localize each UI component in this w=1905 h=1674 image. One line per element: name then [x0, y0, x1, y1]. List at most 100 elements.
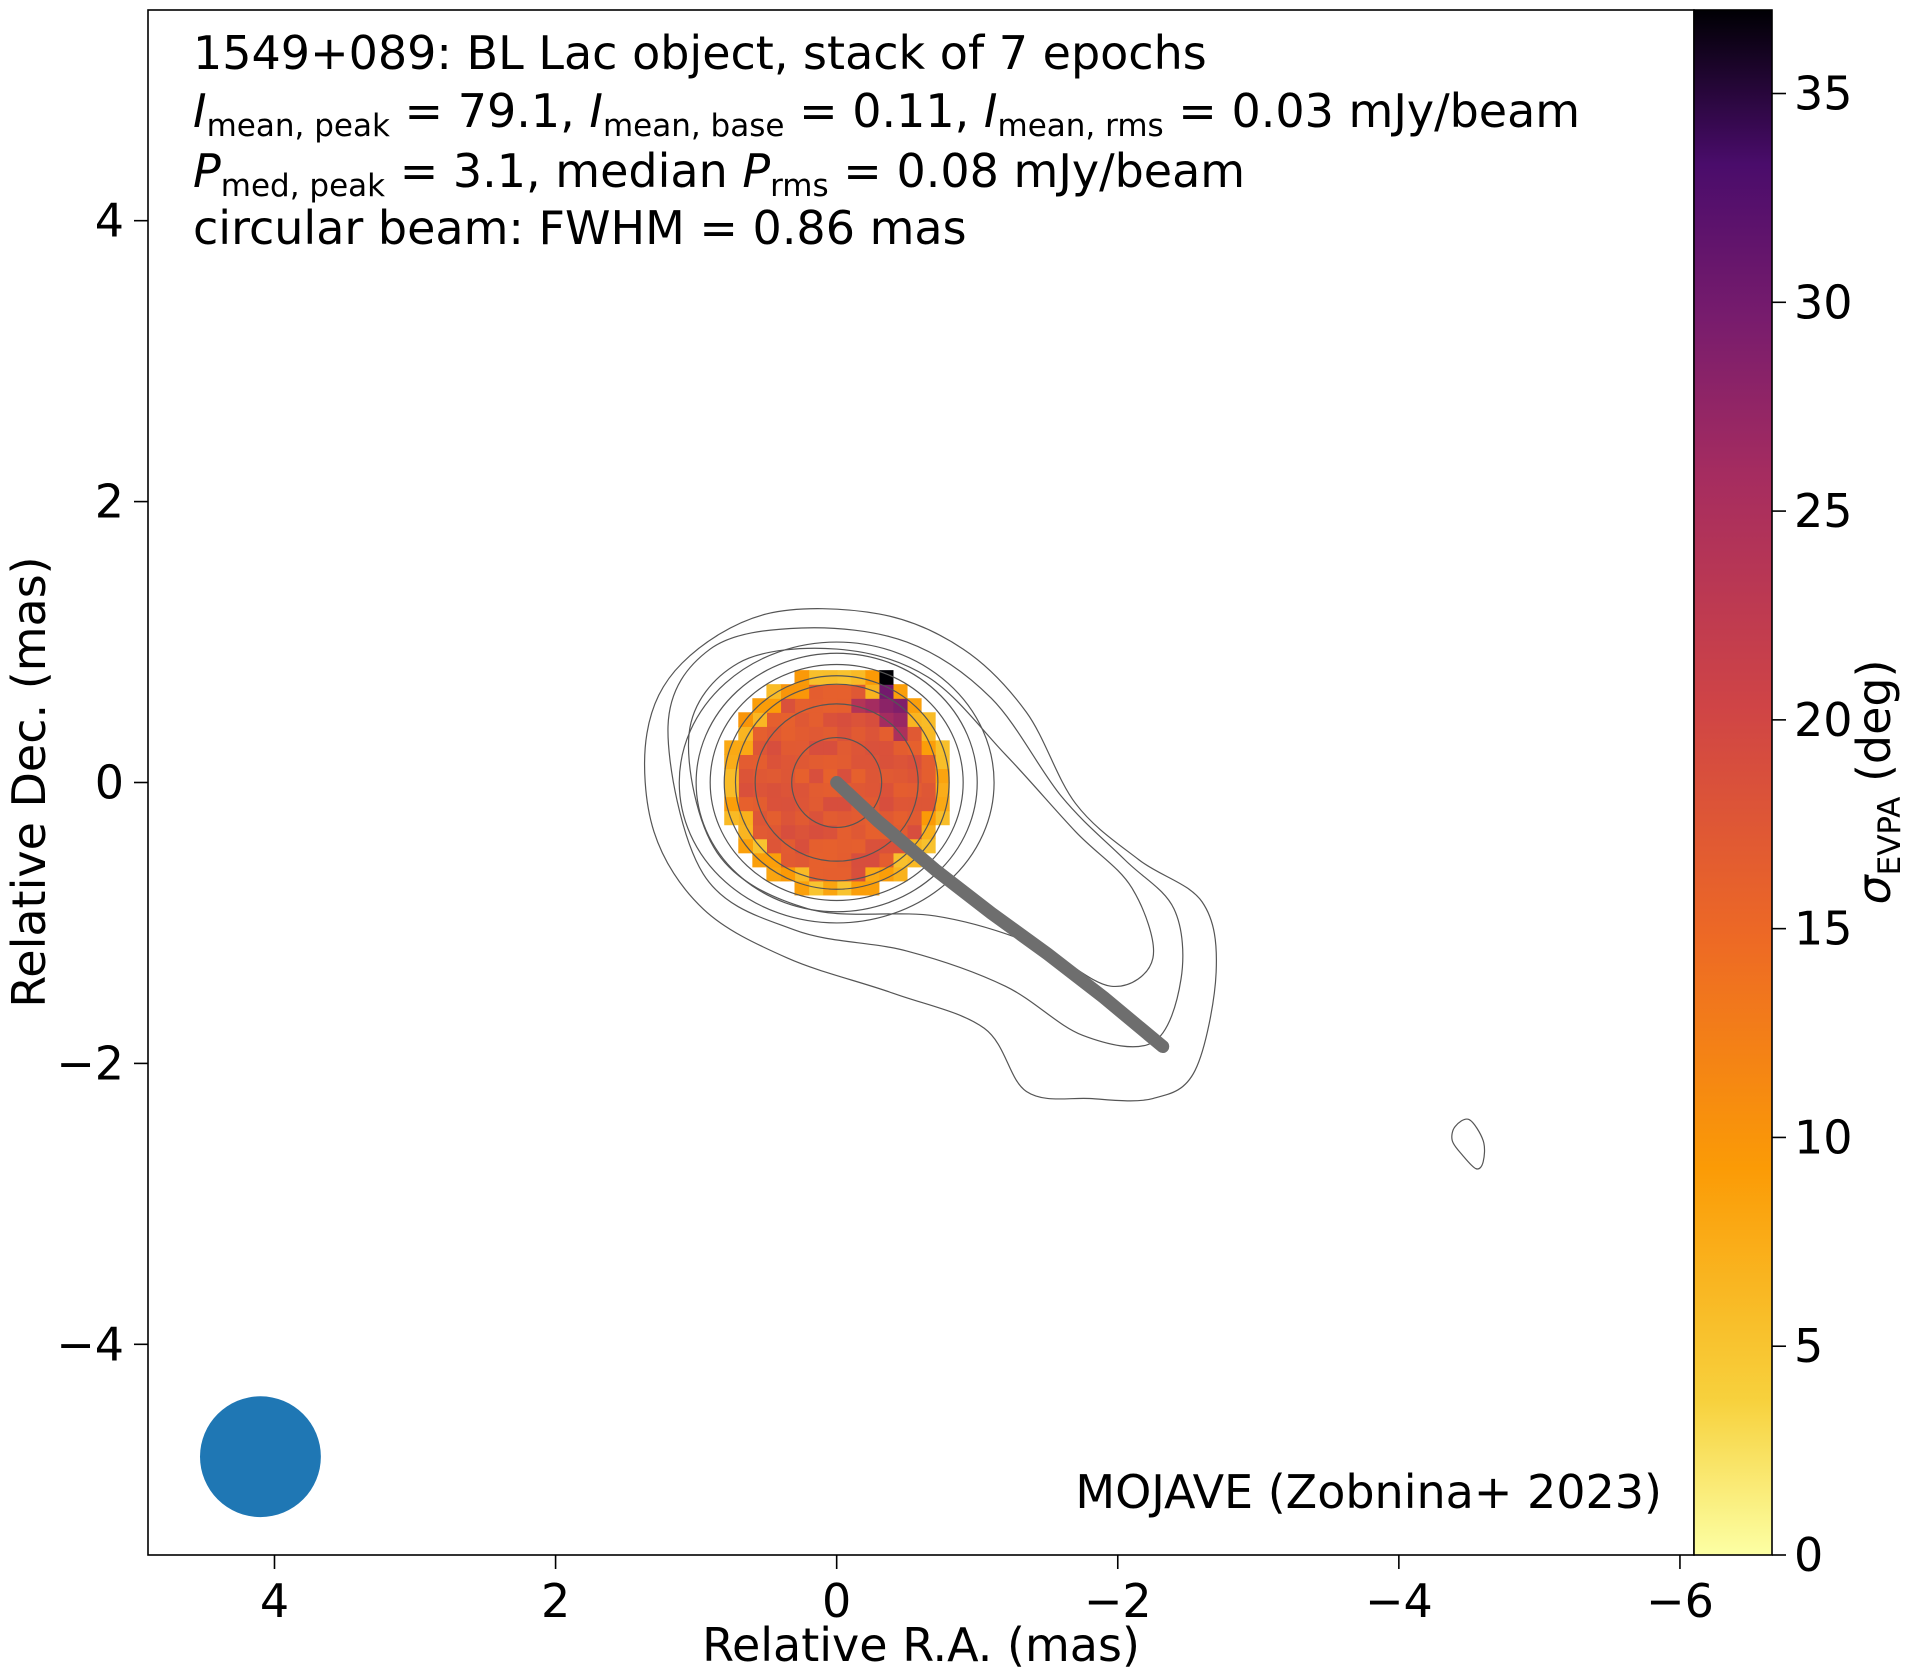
colorbar-label: σEVPA (deg) [1847, 659, 1905, 904]
evpa-pixel [808, 726, 824, 741]
evpa-pixel [794, 782, 810, 798]
evpa-pixel [850, 754, 866, 770]
evpa-pixel [794, 768, 810, 784]
evpa-pixel [822, 740, 838, 756]
evpa-pixel [738, 782, 753, 798]
evpa-pixel [878, 782, 894, 798]
evpa-pixel [794, 670, 810, 685]
intensity-contours [644, 608, 1486, 1170]
evpa-pixel [836, 866, 852, 882]
evpa-pixel [892, 796, 908, 812]
evpa-pixel [822, 698, 838, 713]
evpa-pixel [808, 782, 824, 798]
evpa-pixel [794, 698, 810, 713]
evpa-pixel [766, 754, 782, 770]
evpa-pixel [780, 726, 796, 741]
evpa-pixel [822, 838, 838, 854]
evpa-pixel [738, 796, 753, 812]
evpa-pixel [878, 698, 894, 713]
evpa-pixel [836, 712, 852, 727]
evpa-pixel [752, 740, 767, 756]
y-axis-ticks: 4 2 0 −2 −4 [56, 194, 148, 1371]
evpa-pixel [906, 726, 922, 741]
evpa-pixel [808, 852, 824, 868]
evpa-heatmap [724, 670, 950, 896]
evpa-pixel [850, 712, 866, 727]
evpa-pixel [808, 796, 824, 812]
evpa-pixel [878, 754, 894, 770]
evpa-pixel [864, 782, 880, 798]
evpa-pixel [850, 838, 866, 854]
title-line-3: Pmed, peak = 3.1, median Prms = 0.08 mJy… [193, 144, 1246, 204]
x-tick-label: −2 [1084, 1574, 1152, 1628]
x-tick-label: −4 [1365, 1574, 1433, 1628]
evpa-pixel [864, 768, 880, 784]
evpa-pixel [724, 754, 739, 770]
evpa-pixel [822, 866, 838, 882]
evpa-pixel [738, 740, 753, 756]
evpa-pixel [766, 796, 782, 812]
jet-ridge-line [830, 776, 1170, 1054]
evpa-pixel [878, 866, 894, 882]
contour-level [723, 675, 950, 890]
contour-level [687, 647, 1155, 987]
evpa-pixel [752, 768, 767, 784]
evpa-pixel [766, 684, 782, 699]
evpa-pixel [724, 740, 739, 756]
evpa-pixel [766, 712, 782, 727]
evpa-pixel [836, 880, 852, 896]
evpa-pixel [794, 712, 810, 727]
x-tick-label: 0 [822, 1574, 851, 1628]
evpa-pixel [794, 810, 810, 826]
evpa-pixel [906, 782, 922, 798]
evpa-pixel [878, 852, 894, 868]
evpa-pixel [864, 726, 880, 741]
x-axis-ticks: 4 2 0 −2 −4 −6 [260, 1555, 1714, 1628]
evpa-pixel [850, 726, 866, 741]
evpa-pixel [892, 712, 908, 727]
evpa-pixel [892, 810, 908, 826]
colorbar [1693, 9, 1773, 1556]
evpa-pixel [836, 698, 852, 713]
evpa-pixel [850, 698, 866, 713]
evpa-pixel [892, 782, 908, 798]
colorbar-tick-label: 10 [1794, 1110, 1853, 1164]
evpa-pixel [794, 796, 810, 812]
evpa-pixel [794, 740, 810, 756]
x-axis-label: Relative R.A. (mas) [702, 1618, 1140, 1672]
title-line-1: 1549+089: BL Lac object, stack of 7 epoc… [193, 26, 1207, 80]
colorbar-tick-label: 0 [1794, 1528, 1823, 1582]
evpa-pixel [836, 754, 852, 770]
evpa-pixel [878, 740, 894, 756]
evpa-pixel [780, 754, 796, 770]
evpa-pixel [836, 684, 852, 699]
evpa-pixel [864, 684, 880, 699]
evpa-pixel [794, 726, 810, 741]
contour-isolated [1451, 1118, 1486, 1170]
evpa-pixel [808, 712, 824, 727]
contour-level [734, 683, 939, 882]
evpa-pixel [794, 880, 810, 896]
contour-level [709, 663, 964, 902]
evpa-pixel [794, 824, 810, 840]
evpa-pixel [794, 838, 810, 854]
evpa-pixel [906, 796, 922, 812]
evpa-pixel [850, 740, 866, 756]
contour-level [678, 641, 995, 924]
y-tick-label: 2 [95, 475, 124, 529]
evpa-pixel [766, 866, 782, 882]
evpa-pixel [822, 670, 838, 685]
y-axis-label: Relative Dec. (mas) [2, 556, 56, 1007]
evpa-pixel [864, 824, 880, 840]
evpa-pixel [906, 824, 922, 840]
evpa-pixel [906, 754, 922, 770]
evpa-pixel [864, 754, 880, 770]
evpa-pixel [822, 824, 838, 840]
evpa-pixel [780, 824, 796, 840]
beam-ellipse [200, 1396, 321, 1518]
evpa-pixel [864, 712, 880, 727]
evpa-pixel [780, 698, 796, 713]
evpa-pixel [935, 782, 950, 798]
evpa-pixel [921, 782, 936, 798]
